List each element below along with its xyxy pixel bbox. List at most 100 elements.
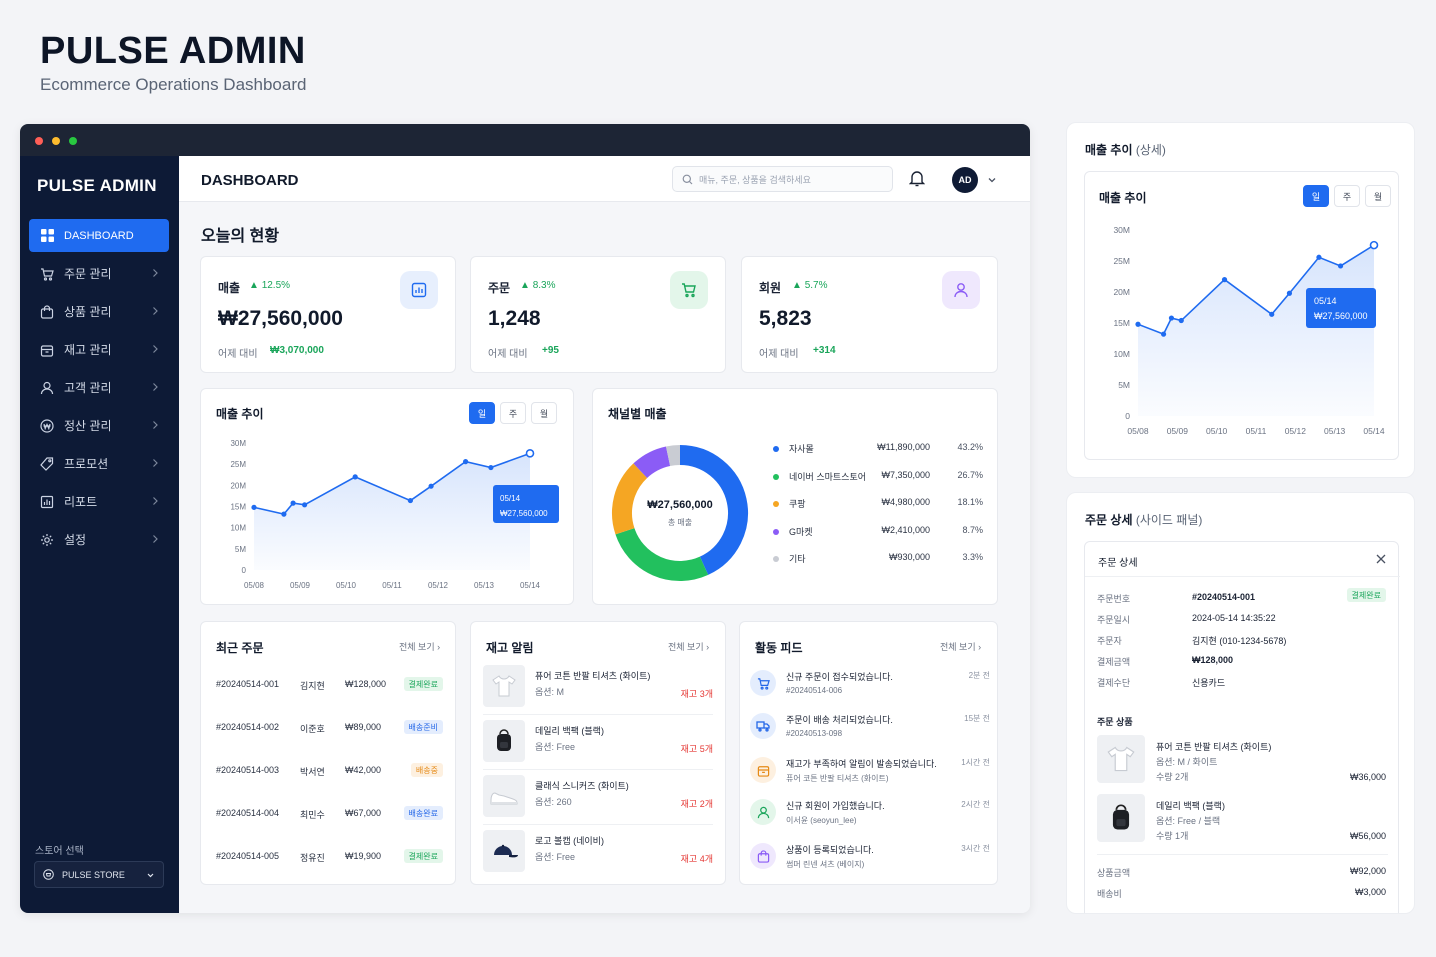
sidebar-item-settings[interactable]: 설정: [29, 523, 169, 556]
maximize-window-dot[interactable]: [69, 137, 77, 145]
feed-item[interactable]: 신규 회원이 가입했습니다. 이서윤 (seoyun_lee) 2시간 전: [750, 797, 990, 837]
tshirt-icon: [483, 665, 525, 707]
area-fill: [1138, 245, 1374, 416]
table-row[interactable]: #20240514-001 김지현 ₩128,000 결제완료: [216, 677, 446, 693]
legend-percent: 3.3%: [962, 552, 983, 562]
order-id: #20240514-001: [216, 679, 280, 689]
table-row[interactable]: #20240514-004 최민수 ₩67,000 배송완료: [216, 806, 446, 822]
y-tick-label: 25M: [1113, 256, 1130, 266]
sidebar-item-label: DASHBOARD: [64, 229, 134, 242]
order-customer: 김지현: [300, 681, 325, 691]
product-name: 퓨어 코튼 반팔 티셔츠 (화이트): [1156, 742, 1272, 752]
stock-item[interactable]: 데일리 백팩 (블랙) 옵션: Free 재고 5개: [483, 720, 713, 764]
sidebar-item-dashboard[interactable]: DASHBOARD: [29, 219, 169, 252]
stock-item[interactable]: 로고 볼캡 (네이비) 옵션: Free 재고 4개: [483, 830, 713, 874]
feed-text: 신규 주문이 접수되었습니다.: [786, 672, 893, 682]
x-tick-label: 05/10: [1206, 426, 1228, 436]
chevron-right-icon: [153, 421, 158, 429]
store-select-value: PULSE STORE: [62, 869, 125, 880]
sidebar-item-customers[interactable]: 고객 관리: [29, 371, 169, 404]
sidebar-item-promotion[interactable]: 프로모션: [29, 447, 169, 480]
legend-value: ₩4,980,000: [881, 497, 930, 507]
store-icon: [43, 869, 54, 880]
y-tick-label: 10M: [1113, 349, 1130, 359]
stock-alerts-more-link[interactable]: 전체 보기 ›: [668, 642, 710, 652]
divider: [483, 824, 713, 825]
stock-item-option: 옵션: 260: [535, 797, 572, 807]
y-tick-label: 25M: [230, 460, 246, 469]
table-row[interactable]: #20240514-002 이준호 ₩89,000 배송준비: [216, 720, 446, 736]
channel-sales-card: 채널별 매출 ₩27,560,000 총 매출 자사몰 ₩11,890,000 43…: [592, 388, 998, 605]
period-month-button[interactable]: 월: [531, 402, 557, 424]
period-day-button[interactable]: 일: [1303, 185, 1329, 207]
x-tick-label: 05/12: [428, 581, 449, 590]
sidebar-item-settlement[interactable]: 정산 관리: [29, 409, 169, 442]
field-label: 결제금액: [1097, 657, 1131, 667]
bell-icon[interactable]: [909, 170, 925, 187]
search-input[interactable]: 매뉴, 주문, 상품을 검색하세요: [672, 166, 893, 192]
chart-icon: [400, 271, 438, 309]
period-day-button[interactable]: 일: [469, 402, 495, 424]
kpi-label: 매출: [218, 281, 241, 295]
sidebar-item-inventory[interactable]: 재고 관리: [29, 333, 169, 366]
feed-time: 15분 전: [964, 714, 990, 723]
feed-sub: #20240513-098: [786, 729, 843, 738]
kpi-card-orders[interactable]: 주문 ▲ 8.3% 1,248 어제 대비 +95: [470, 256, 726, 373]
chevron-down-icon[interactable]: [987, 175, 997, 185]
kpi-card-members[interactable]: 회원 ▲ 5.7% 5,823 어제 대비 +314: [741, 256, 998, 373]
backpack-icon: [1097, 794, 1145, 842]
cart-icon: [670, 271, 708, 309]
recent-orders-more-link[interactable]: 전체 보기 ›: [399, 642, 441, 652]
box-icon: [40, 343, 54, 357]
order-amount: ₩128,000: [345, 679, 387, 689]
legend-item: 네이버 스마트스토어 ₩7,350,000 26.7%: [773, 470, 983, 484]
x-tick-label: 05/13: [474, 581, 495, 590]
kpi-card-sales[interactable]: 매출 ▲ 12.5% ₩27,560,000 어제 대비 ₩3,070,000: [200, 256, 456, 373]
table-row[interactable]: #20240514-005 정유진 ₩19,900 결제완료: [216, 849, 446, 865]
status-badge: 배송준비: [403, 720, 443, 734]
kpi-value: ₩27,560,000: [218, 307, 343, 330]
x-tick-label: 05/08: [1127, 426, 1149, 436]
data-point: [1269, 311, 1275, 317]
sidebar-item-orders[interactable]: 주문 관리: [29, 257, 169, 290]
y-tick-label: 15M: [230, 503, 246, 512]
chart-tooltip: 05/14 ₩27,560,000: [1306, 288, 1376, 328]
sidebar-item-label: 고객 관리: [64, 381, 112, 395]
sidebar-item-products[interactable]: 상품 관리: [29, 295, 169, 328]
period-week-button[interactable]: 주: [1334, 185, 1360, 207]
sidebar-item-report[interactable]: 리포트: [29, 485, 169, 518]
kpi-compare-label: 어제 대비: [759, 349, 799, 360]
close-window-dot[interactable]: [35, 137, 43, 145]
x-tick-label: 05/09: [290, 581, 311, 590]
main-content: DASHBOARD 매뉴, 주문, 상품을 검색하세요 AD 오늘의 현황 매출…: [179, 156, 1030, 913]
legend-name: 네이버 스마트스토어: [789, 471, 867, 482]
feed-item[interactable]: 주문이 배송 처리되었습니다. #20240513-098 15분 전: [750, 711, 990, 751]
avatar[interactable]: AD: [952, 167, 978, 193]
feed-text: 재고가 부족하여 알림이 발송되었습니다.: [786, 759, 937, 769]
product-price: ₩56,000: [1349, 831, 1386, 841]
minimize-window-dot[interactable]: [52, 137, 60, 145]
product-option: 옵션: Free / 블랙: [1156, 816, 1221, 826]
store-select[interactable]: PULSE STORE: [34, 861, 164, 888]
feed-item[interactable]: 상품이 등록되었습니다. 썸머 린넨 셔츠 (베이지) 3시간 전: [750, 841, 990, 881]
pie-slice: [633, 446, 671, 479]
x-tick-label: 05/14: [1363, 426, 1385, 436]
x-tick-label: 05/12: [1285, 426, 1307, 436]
stock-item[interactable]: 클래식 스니커즈 (화이트) 옵션: 260 재고 2개: [483, 775, 713, 819]
period-week-button[interactable]: 주: [500, 402, 526, 424]
today-title: 오늘의 현황: [201, 228, 280, 245]
legend-dot: [773, 473, 779, 480]
period-month-button[interactable]: 월: [1365, 185, 1391, 207]
stock-alerts-title: 재고 알림: [486, 641, 534, 655]
stock-item[interactable]: 퓨어 코튼 반팔 티셔츠 (화이트) 옵션: M 재고 3개: [483, 665, 713, 709]
kpi-label: 회원: [759, 281, 782, 295]
divider: [1085, 576, 1400, 577]
feed-item[interactable]: 신규 주문이 접수되었습니다. #20240514-006 2분 전: [750, 668, 990, 708]
activity-more-link[interactable]: 전체 보기 ›: [940, 642, 982, 652]
chevron-right-icon: [153, 459, 158, 467]
close-icon[interactable]: [1376, 554, 1386, 564]
data-point: [1160, 331, 1167, 337]
order-products-title: 주문 상품: [1097, 717, 1133, 727]
feed-item[interactable]: 재고가 부족하여 알림이 발송되었습니다. 퓨어 코튼 반팔 티셔츠 (화이트)…: [750, 755, 990, 795]
table-row[interactable]: #20240514-003 박서연 ₩42,000 배송중: [216, 763, 446, 779]
